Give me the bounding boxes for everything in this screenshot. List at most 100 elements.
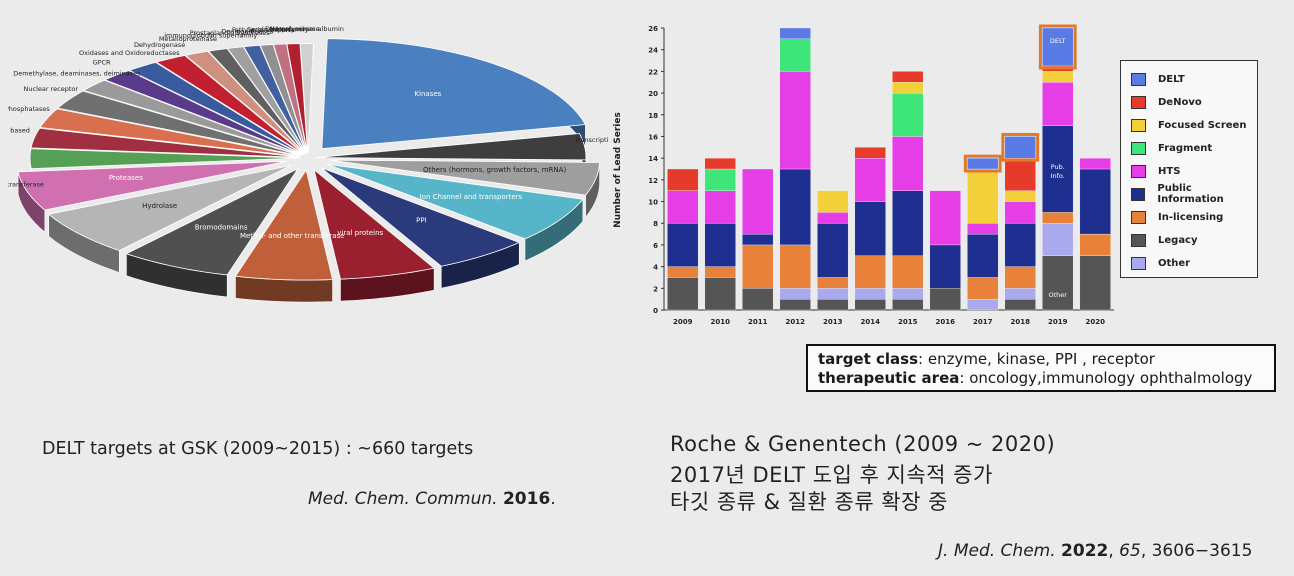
- x-tick-label: 2012: [786, 318, 806, 326]
- pie-slice-nuclear-receptor: [56, 90, 302, 157]
- bar-segment-in-licensing-2018: [1004, 266, 1036, 289]
- pie-label-cell-based: Cell based: [8, 126, 30, 134]
- legend-label: In-licensing: [1158, 211, 1224, 223]
- bar-segment-hts-2011: [742, 168, 774, 235]
- pie-label-hydrolase: Hydrolase: [142, 202, 177, 210]
- bar-segment-public-information-2013: [817, 223, 849, 278]
- delt-highlight-2018: [1001, 132, 1040, 162]
- pie-slice-ion-channel-and-transporters: [326, 163, 584, 240]
- bar-segment-public-information-2019: [1042, 125, 1074, 213]
- x-tick-label: 2013: [823, 318, 843, 326]
- pie-label-dna-polymerase: DNA polymerase: [265, 25, 320, 33]
- bar-segment-legacy-2018: [1004, 299, 1036, 311]
- delt-highlight-2017: [963, 154, 1002, 173]
- bar-segment-in-licensing-2019: [1042, 212, 1074, 224]
- bar-segment-other-2018: [1004, 288, 1036, 300]
- pie-label-oxidases-and-oxidoreductases: Oxidases and Oxidoreductases: [79, 49, 180, 57]
- pie-label-gpcr: GPCR: [93, 59, 111, 67]
- bar-segment-other-2012: [779, 288, 811, 300]
- pie-label-metalloproteinase: Metalloproteinase: [159, 35, 217, 43]
- right-cite-year: 2022: [1061, 541, 1109, 561]
- pie-slice-bromodomains: [125, 167, 300, 276]
- legend-item-fragment: Fragment: [1131, 140, 1212, 156]
- bar-annotation-pub-info: Info.: [1051, 172, 1065, 180]
- legend-swatch: [1131, 95, 1146, 109]
- pie-slice-others-hormons-growth-factors-mrna: [329, 159, 601, 196]
- legend-swatch: [1131, 233, 1146, 247]
- bar-segment-denovo-2015: [892, 71, 924, 83]
- pie-slice-demethylase-deaminases-deiminases: [82, 79, 302, 156]
- bar-segment-public-information-2012: [779, 168, 811, 246]
- pie-label-prostaglandin-synthases: Prostaglandin Synthases: [190, 29, 271, 37]
- bar-segment-delt-2017: [967, 158, 999, 170]
- bar-segment-legacy-2014: [854, 299, 886, 311]
- legend-item-legacy: Legacy: [1131, 232, 1198, 248]
- left-citation: Med. Chem. Commun. 2016.: [308, 489, 556, 509]
- bar-segment-focused-screen-2019: [1042, 71, 1074, 83]
- pie-slice-metalloproteinase: [184, 50, 306, 155]
- bar-segment-public-information-2018: [1004, 223, 1036, 267]
- pie-slice-serpin-superfamily: [272, 43, 308, 154]
- pie-label-kinases: Kinases: [414, 90, 441, 98]
- bar-segment-hts-2015: [892, 136, 924, 191]
- pie-label-aminoacyltransferase: Aminoacyltransferase: [8, 181, 44, 189]
- legend-item-public-information: Public Information: [1131, 183, 1257, 205]
- bar-segment-public-information-2017: [967, 233, 999, 278]
- bar-segment-denovo-2018: [1004, 158, 1036, 191]
- pie-label-dehydrogenase: Dehydrogenase: [134, 41, 185, 49]
- bar-segment-public-information-2014: [854, 201, 886, 256]
- bar-segment-fragment-2012: [779, 38, 811, 72]
- pie-label-bromodomains: Bromodomains: [195, 223, 248, 231]
- legend-label: Fragment: [1158, 142, 1213, 154]
- pie-label-immunoglobulin-superfamily: immunoglobulin superfamily: [164, 31, 257, 39]
- legend-label: DELT: [1158, 73, 1185, 85]
- y-tick-label: 16: [648, 133, 658, 141]
- bar-segment-in-licensing-2015: [892, 255, 924, 289]
- pie-label-deubiquitinases: Deubiquitinases: [221, 27, 274, 35]
- y-tick-label: 26: [648, 25, 658, 33]
- bar-segment-in-licensing-2012: [779, 244, 811, 289]
- bar-segment-fragment-2015: [892, 92, 924, 137]
- info-text-1: : enzyme, kinase, PPI , receptor: [918, 350, 1155, 368]
- pie-label-ion-channel-and-transporters: Ion Channel and transporters: [420, 193, 523, 201]
- y-tick-label: 14: [648, 155, 658, 163]
- left-cite-journal: Med. Chem. Commun.: [308, 489, 498, 509]
- bar-segment-hts-2017: [967, 223, 999, 235]
- bar-segment-hts-2016: [929, 190, 961, 246]
- bar-segment-focused-screen-2013: [817, 190, 849, 213]
- legend-swatch: [1131, 72, 1146, 86]
- y-tick-label: 2: [653, 285, 658, 293]
- left-cite-year: 2016: [502, 489, 551, 509]
- pie-label-others-hormons-growth-factors-mrna: Others (hormons, growth factors, mRNA): [423, 166, 566, 174]
- delt-highlight-2019: [1038, 24, 1077, 70]
- y-tick-label: 18: [648, 112, 658, 120]
- y-tick-label: 8: [653, 220, 658, 228]
- x-tick-label: 2017: [973, 318, 993, 326]
- bar-segment-legacy-2010: [704, 277, 736, 311]
- pie-slice-cell-based: [30, 127, 301, 158]
- pie-label-phosphatases: Phosphatases: [8, 105, 50, 113]
- bar-segment-in-licensing-2010: [704, 266, 736, 278]
- pie-label-demethylase-deaminases-deiminases: Demethylase, deaminases, deiminases: [13, 70, 141, 78]
- y-tick-label: 10: [648, 199, 658, 207]
- bar-annotation-other: Other: [1049, 291, 1068, 299]
- info-label-1: target class: [818, 350, 919, 368]
- pie-svg: Kinases Transcription factor Others (hormo…: [0, 25, 638, 303]
- legend-label: HTS: [1158, 165, 1181, 177]
- bar-segment-legacy-2015: [892, 299, 924, 311]
- pie-slice-methyl-and-other-transferase: [234, 169, 334, 281]
- legend-label: Other: [1158, 257, 1191, 269]
- pie-label-viral-proteins: viral proteins: [337, 229, 383, 237]
- pie-label-proteases: Proteases: [109, 174, 143, 182]
- x-tick-label: 2010: [711, 318, 731, 326]
- pie-label-methyl-and-other-transferase: Methyl- and other transferase: [240, 232, 345, 240]
- x-tick-label: 2011: [748, 318, 768, 326]
- pie-slice-phosphatases: [39, 108, 301, 157]
- legend-swatch: [1131, 164, 1146, 178]
- bar-segment-legacy-2019: [1042, 255, 1074, 311]
- pie-slice-fatty-acid-synthase: [259, 44, 308, 154]
- legend-swatch: [1131, 256, 1146, 270]
- pie-slice-dehydrogenase: [155, 55, 305, 155]
